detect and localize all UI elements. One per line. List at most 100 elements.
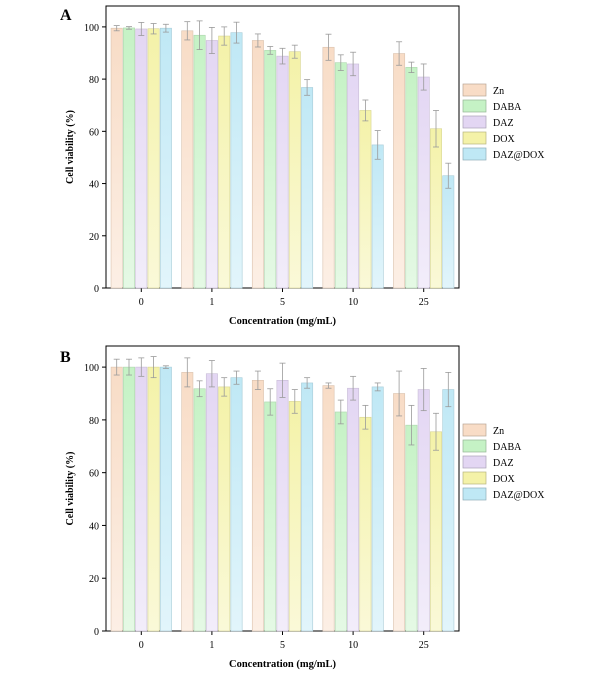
bar bbox=[430, 128, 442, 289]
legend-swatch bbox=[462, 147, 487, 161]
legend-label: DABA bbox=[493, 442, 522, 453]
bar bbox=[347, 387, 360, 632]
bar bbox=[147, 366, 160, 632]
legend-swatch bbox=[462, 439, 487, 453]
y-tick-label: 20 bbox=[89, 232, 99, 243]
bar bbox=[181, 30, 194, 289]
bar bbox=[276, 380, 289, 632]
bar bbox=[322, 385, 335, 632]
bar bbox=[251, 380, 264, 632]
bar bbox=[347, 63, 360, 289]
bar bbox=[334, 62, 347, 289]
bar bbox=[301, 87, 314, 289]
bar bbox=[230, 32, 243, 289]
legend-swatch bbox=[462, 455, 487, 469]
bar bbox=[334, 411, 347, 632]
y-tick-label: 80 bbox=[89, 416, 99, 427]
bar bbox=[123, 366, 135, 632]
legend-label: DAZ@DOX bbox=[493, 150, 545, 161]
bar bbox=[218, 386, 231, 632]
legend-swatch bbox=[462, 487, 487, 501]
bar bbox=[205, 40, 218, 289]
x-axis-label: Concentration (mg/mL) bbox=[229, 659, 337, 670]
bar bbox=[193, 34, 206, 289]
x-axis-label: Concentration (mg/mL) bbox=[229, 316, 337, 327]
legend-label: DAZ bbox=[493, 458, 514, 469]
bar bbox=[442, 389, 455, 632]
legend-label: DOX bbox=[493, 134, 515, 145]
bar bbox=[417, 389, 430, 632]
bar bbox=[359, 110, 372, 289]
bar bbox=[159, 27, 172, 289]
legend-swatch bbox=[462, 99, 487, 113]
bar bbox=[393, 393, 406, 632]
legend-label: DABA bbox=[493, 102, 522, 113]
bar bbox=[359, 416, 372, 632]
y-tick-label: 0 bbox=[94, 284, 99, 295]
x-tick-label: 5 bbox=[280, 640, 285, 651]
y-tick-label: 60 bbox=[89, 469, 99, 480]
bar bbox=[371, 144, 384, 289]
legend-label: DAZ@DOX bbox=[493, 490, 545, 501]
chart-a: A 0 20 40 60 80 100 Cell viability (%) 0 1 5 10 25 Co… bbox=[60, 5, 545, 327]
bar bbox=[230, 377, 243, 632]
y-axis-label: Cell viability (%) bbox=[65, 452, 76, 526]
bar bbox=[288, 401, 301, 632]
x-tick-label: 25 bbox=[419, 640, 429, 651]
legend-swatch bbox=[462, 115, 487, 129]
legend-label: DAZ bbox=[493, 118, 514, 129]
bar bbox=[218, 35, 231, 289]
legend-label: Zn bbox=[493, 86, 504, 97]
bar bbox=[371, 386, 384, 632]
panel-label: B bbox=[60, 349, 71, 366]
y-tick-label: 60 bbox=[89, 127, 99, 138]
bar bbox=[135, 28, 148, 289]
bar bbox=[193, 388, 206, 632]
legend-swatch bbox=[462, 131, 487, 145]
legend-swatch bbox=[462, 471, 487, 485]
y-tick-label: 100 bbox=[84, 363, 99, 374]
legend-label: DOX bbox=[493, 474, 515, 485]
bar bbox=[123, 27, 135, 289]
y-tick-label: 40 bbox=[89, 521, 99, 532]
y-tick-label: 0 bbox=[94, 627, 99, 638]
bar bbox=[110, 27, 123, 289]
y-tick-label: 40 bbox=[89, 180, 99, 191]
x-tick-label: 25 bbox=[419, 297, 429, 308]
legend-swatch bbox=[462, 423, 487, 437]
x-tick-label: 10 bbox=[348, 297, 358, 308]
y-tick-label: 20 bbox=[89, 574, 99, 585]
bar bbox=[322, 46, 335, 289]
bar bbox=[405, 67, 418, 289]
x-tick-label: 5 bbox=[280, 297, 285, 308]
bar bbox=[135, 366, 148, 632]
bar bbox=[181, 372, 194, 632]
bar bbox=[405, 424, 418, 632]
x-tick-label: 1 bbox=[209, 297, 214, 308]
y-tick-label: 80 bbox=[89, 75, 99, 86]
y-axis-label: Cell viability (%) bbox=[65, 110, 76, 184]
bar bbox=[110, 366, 123, 632]
bar bbox=[301, 382, 314, 632]
bar bbox=[147, 28, 160, 289]
legend-label: Zn bbox=[493, 426, 504, 437]
bar bbox=[417, 76, 430, 289]
panel-label: A bbox=[60, 7, 72, 24]
bar bbox=[264, 401, 277, 632]
bar bbox=[159, 366, 172, 632]
bar bbox=[442, 175, 455, 289]
x-tick-label: 10 bbox=[348, 640, 358, 651]
x-tick-label: 1 bbox=[209, 640, 214, 651]
bar bbox=[264, 50, 277, 289]
bar bbox=[251, 40, 264, 289]
bar bbox=[393, 53, 406, 289]
x-tick-label: 0 bbox=[139, 640, 144, 651]
bar bbox=[430, 431, 442, 632]
bar bbox=[276, 55, 289, 289]
bar bbox=[205, 373, 218, 632]
legend-swatch bbox=[462, 83, 487, 97]
x-tick-label: 0 bbox=[139, 297, 144, 308]
y-tick-label: 100 bbox=[84, 23, 99, 34]
chart-b: B 0 20 40 60 80 100 Cell viability (%) 0 1 5 10 25 Co… bbox=[60, 345, 545, 670]
